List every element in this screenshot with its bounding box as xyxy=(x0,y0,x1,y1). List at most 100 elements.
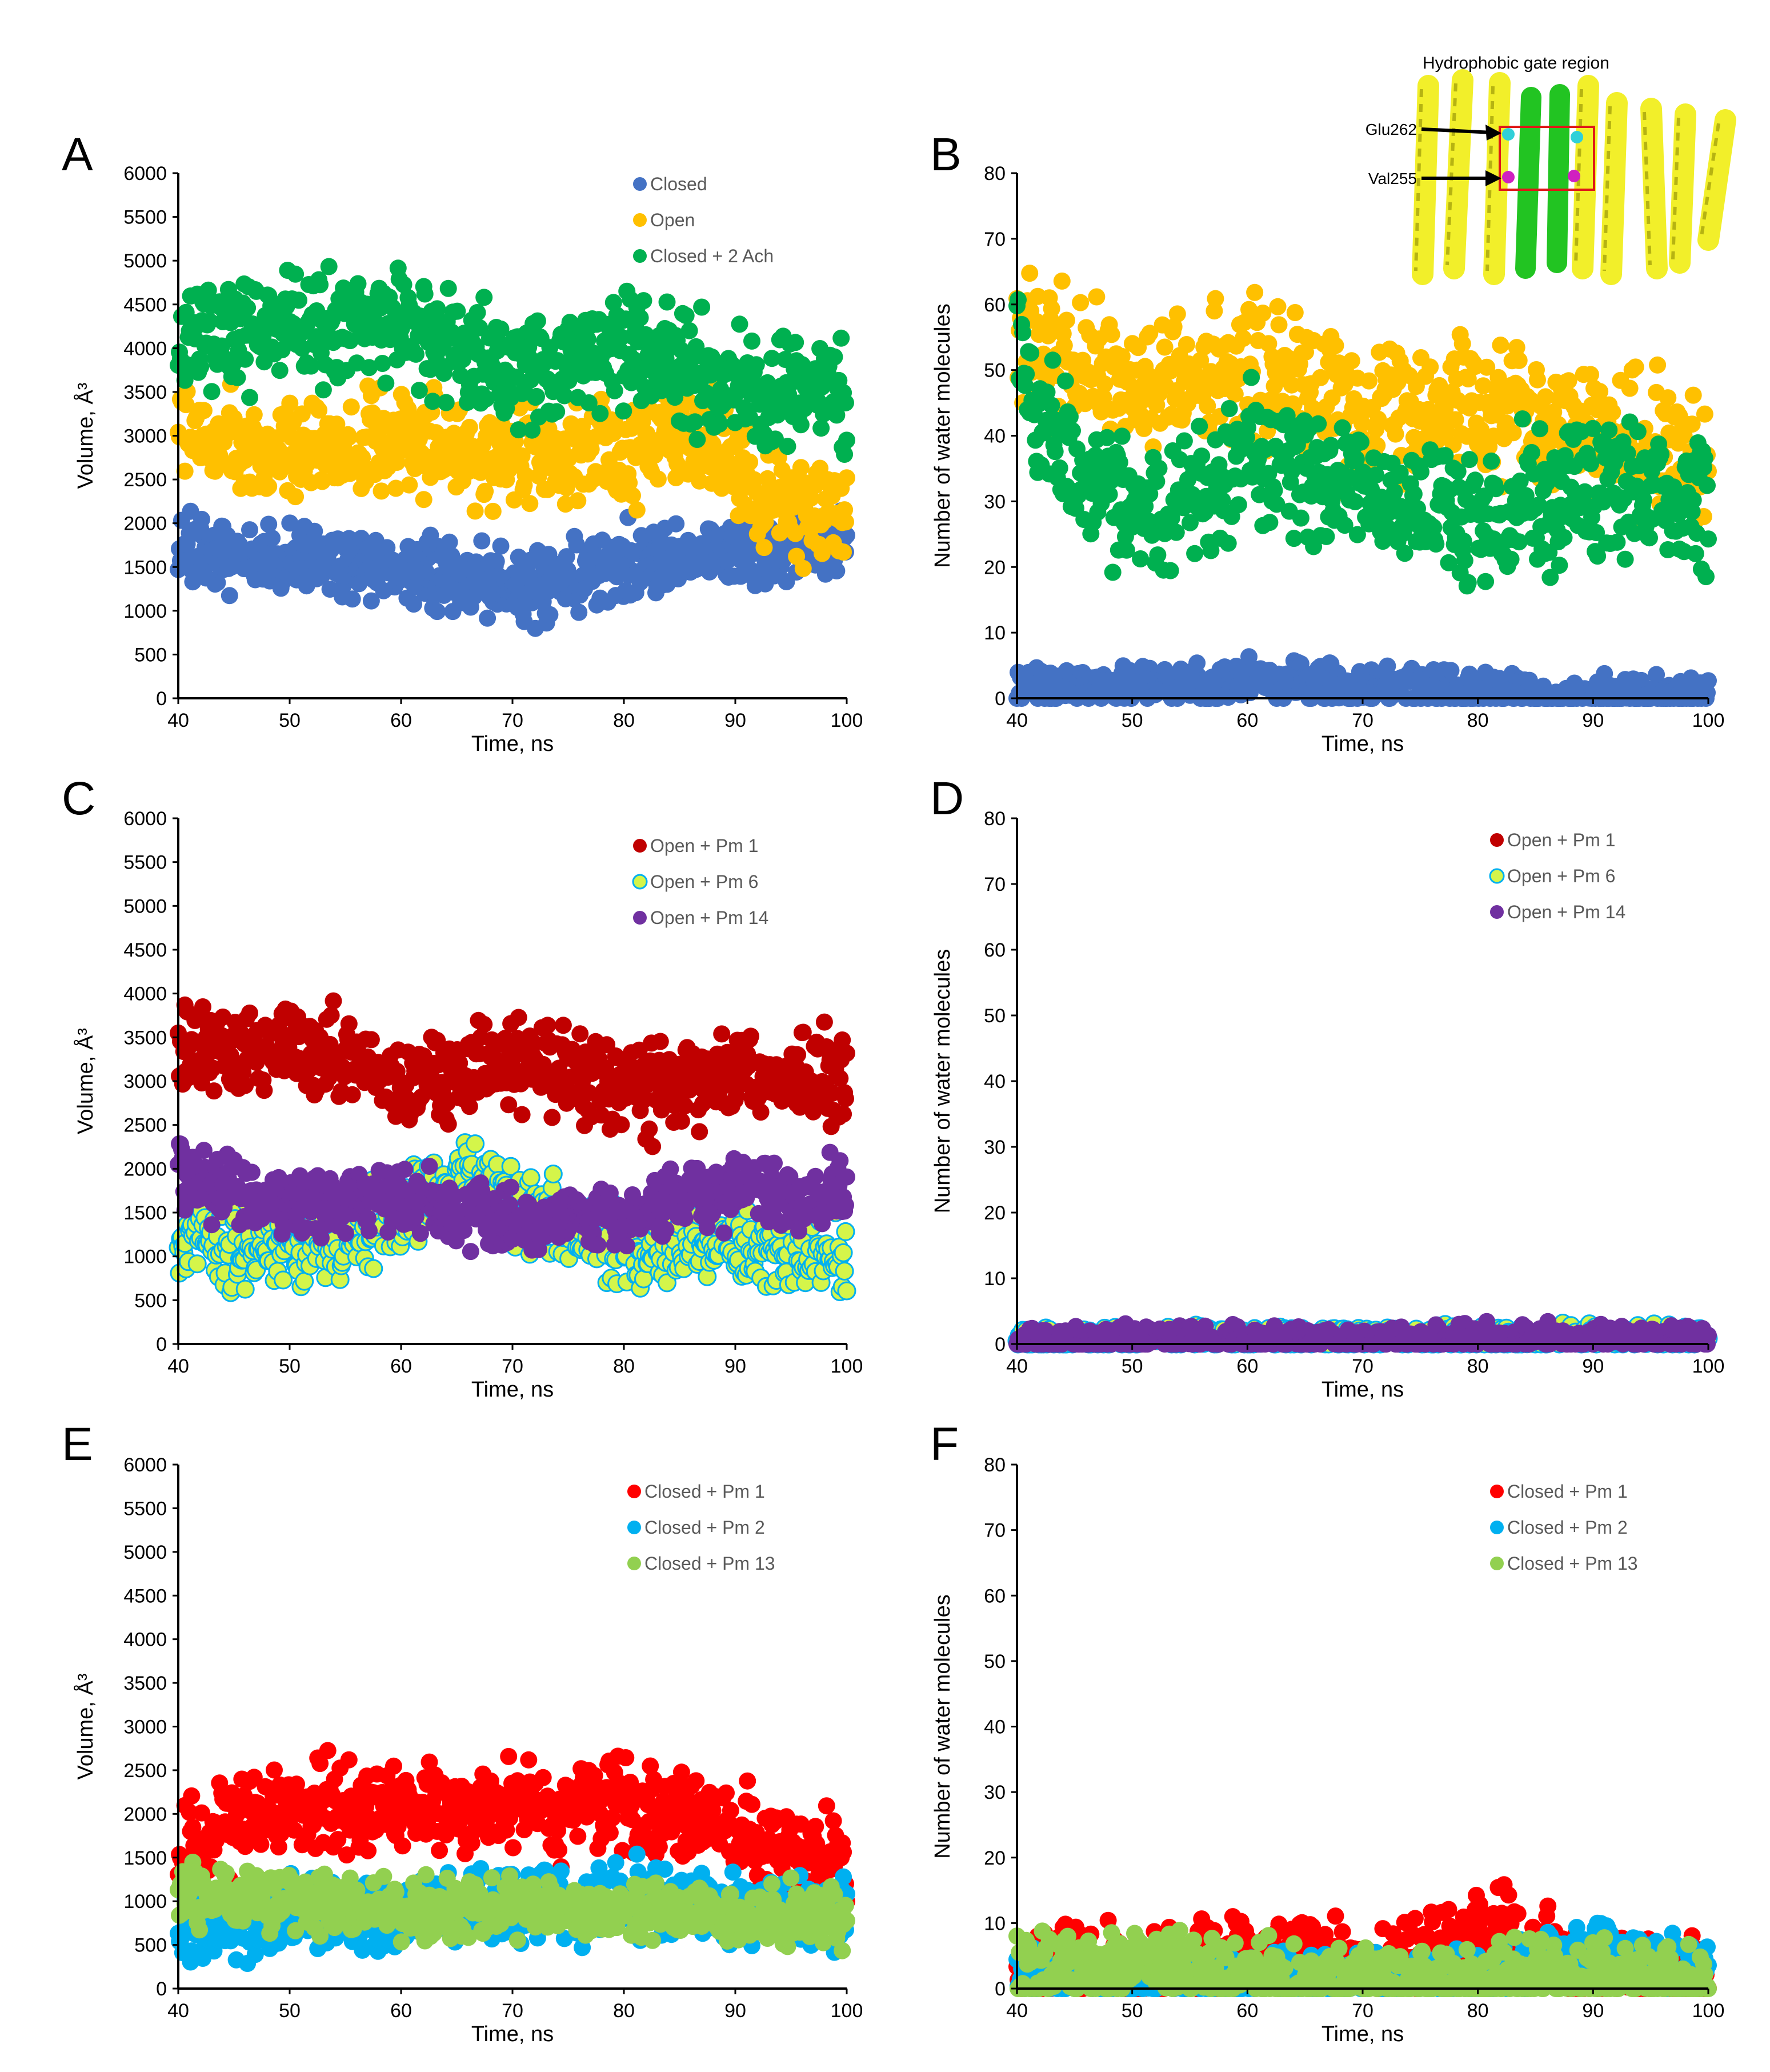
data-point xyxy=(658,293,676,311)
x-axis-title: Time, ns xyxy=(1322,732,1404,756)
data-point xyxy=(1502,550,1520,568)
data-point xyxy=(812,419,830,437)
data-point xyxy=(1385,483,1403,501)
data-point xyxy=(479,609,496,627)
data-point xyxy=(310,401,328,419)
data-point xyxy=(1697,568,1715,586)
residue-marker xyxy=(1502,128,1515,141)
data-point xyxy=(1487,480,1505,498)
data-point xyxy=(1150,459,1168,477)
data-point xyxy=(837,513,854,531)
data-point xyxy=(1455,533,1472,550)
data-point xyxy=(815,1013,833,1031)
data-point xyxy=(672,1113,690,1130)
data-point xyxy=(814,545,831,562)
data-point xyxy=(693,298,711,316)
data-point xyxy=(1523,444,1540,461)
data-point xyxy=(1088,288,1106,306)
data-point xyxy=(1405,485,1423,503)
data-point xyxy=(1459,574,1477,591)
data-point xyxy=(1621,379,1639,397)
data-point xyxy=(429,603,446,621)
data-point xyxy=(543,1165,563,1183)
y-tick-label: 10 xyxy=(984,622,1006,644)
data-point xyxy=(513,447,531,465)
x-tick-label: 100 xyxy=(1692,710,1725,731)
data-point xyxy=(473,532,491,550)
data-point xyxy=(1269,298,1287,315)
data-point xyxy=(1659,389,1677,407)
data-point xyxy=(1270,316,1288,334)
data-point xyxy=(1168,305,1186,323)
data-point xyxy=(1629,423,1647,441)
y-tick-label: 5500 xyxy=(123,207,167,229)
data-point xyxy=(487,553,505,570)
data-point xyxy=(1096,375,1114,393)
data-point xyxy=(176,462,194,480)
data-point xyxy=(747,356,765,374)
data-point xyxy=(1230,496,1247,514)
helix-shape-highlight xyxy=(1547,84,1570,273)
inset-label-val255: Val255 xyxy=(1368,170,1417,187)
x-tick-label: 90 xyxy=(724,710,746,731)
data-point xyxy=(794,559,812,577)
data-point xyxy=(837,394,854,411)
data-point xyxy=(187,1254,207,1274)
data-point xyxy=(1132,550,1150,567)
data-point xyxy=(731,315,748,333)
data-point xyxy=(838,469,855,487)
helix-shape-highlight xyxy=(1515,87,1541,279)
data-point xyxy=(649,470,667,488)
data-point xyxy=(1327,337,1344,354)
data-point xyxy=(478,390,495,407)
data-point xyxy=(1058,311,1075,329)
helix-shape xyxy=(1640,98,1668,279)
helix-shape xyxy=(1572,75,1599,279)
data-point xyxy=(441,533,458,551)
data-point xyxy=(826,348,843,366)
data-point xyxy=(241,521,258,539)
data-point xyxy=(528,312,546,330)
x-tick-label: 40 xyxy=(167,710,189,731)
data-point xyxy=(241,389,258,406)
data-point xyxy=(349,275,367,293)
data-point xyxy=(466,1134,485,1154)
data-point xyxy=(1531,420,1549,438)
data-point xyxy=(343,590,361,608)
data-point xyxy=(260,478,278,495)
data-point xyxy=(792,459,810,477)
data-point xyxy=(302,357,320,375)
data-point xyxy=(373,482,390,500)
legend-label: Closed xyxy=(650,174,707,194)
data-point xyxy=(677,307,695,325)
data-point xyxy=(1560,372,1577,390)
data-point xyxy=(635,292,652,310)
data-point xyxy=(201,313,218,330)
data-point xyxy=(221,587,238,605)
legend-marker xyxy=(633,213,647,227)
x-tick-label: 50 xyxy=(279,710,301,731)
data-point xyxy=(293,405,311,423)
data-point xyxy=(1018,365,1035,383)
data-point xyxy=(1460,451,1478,469)
data-point xyxy=(1608,533,1626,551)
data-point xyxy=(1652,446,1670,463)
data-point xyxy=(192,358,210,376)
data-point xyxy=(837,1090,854,1107)
data-point xyxy=(429,300,446,318)
data-point xyxy=(1310,415,1327,433)
y-tick-label: 2500 xyxy=(123,469,167,491)
data-point xyxy=(176,371,194,389)
data-point xyxy=(1021,265,1039,282)
data-point xyxy=(1175,432,1193,450)
data-point xyxy=(779,438,796,455)
y-tick-label: 4000 xyxy=(123,338,167,359)
data-point xyxy=(1113,427,1131,445)
helix-shape xyxy=(1600,92,1628,285)
data-point xyxy=(1529,371,1546,389)
data-point xyxy=(295,1271,314,1291)
data-point xyxy=(1649,356,1667,374)
data-point xyxy=(362,1031,380,1049)
residue-marker xyxy=(1502,171,1515,183)
